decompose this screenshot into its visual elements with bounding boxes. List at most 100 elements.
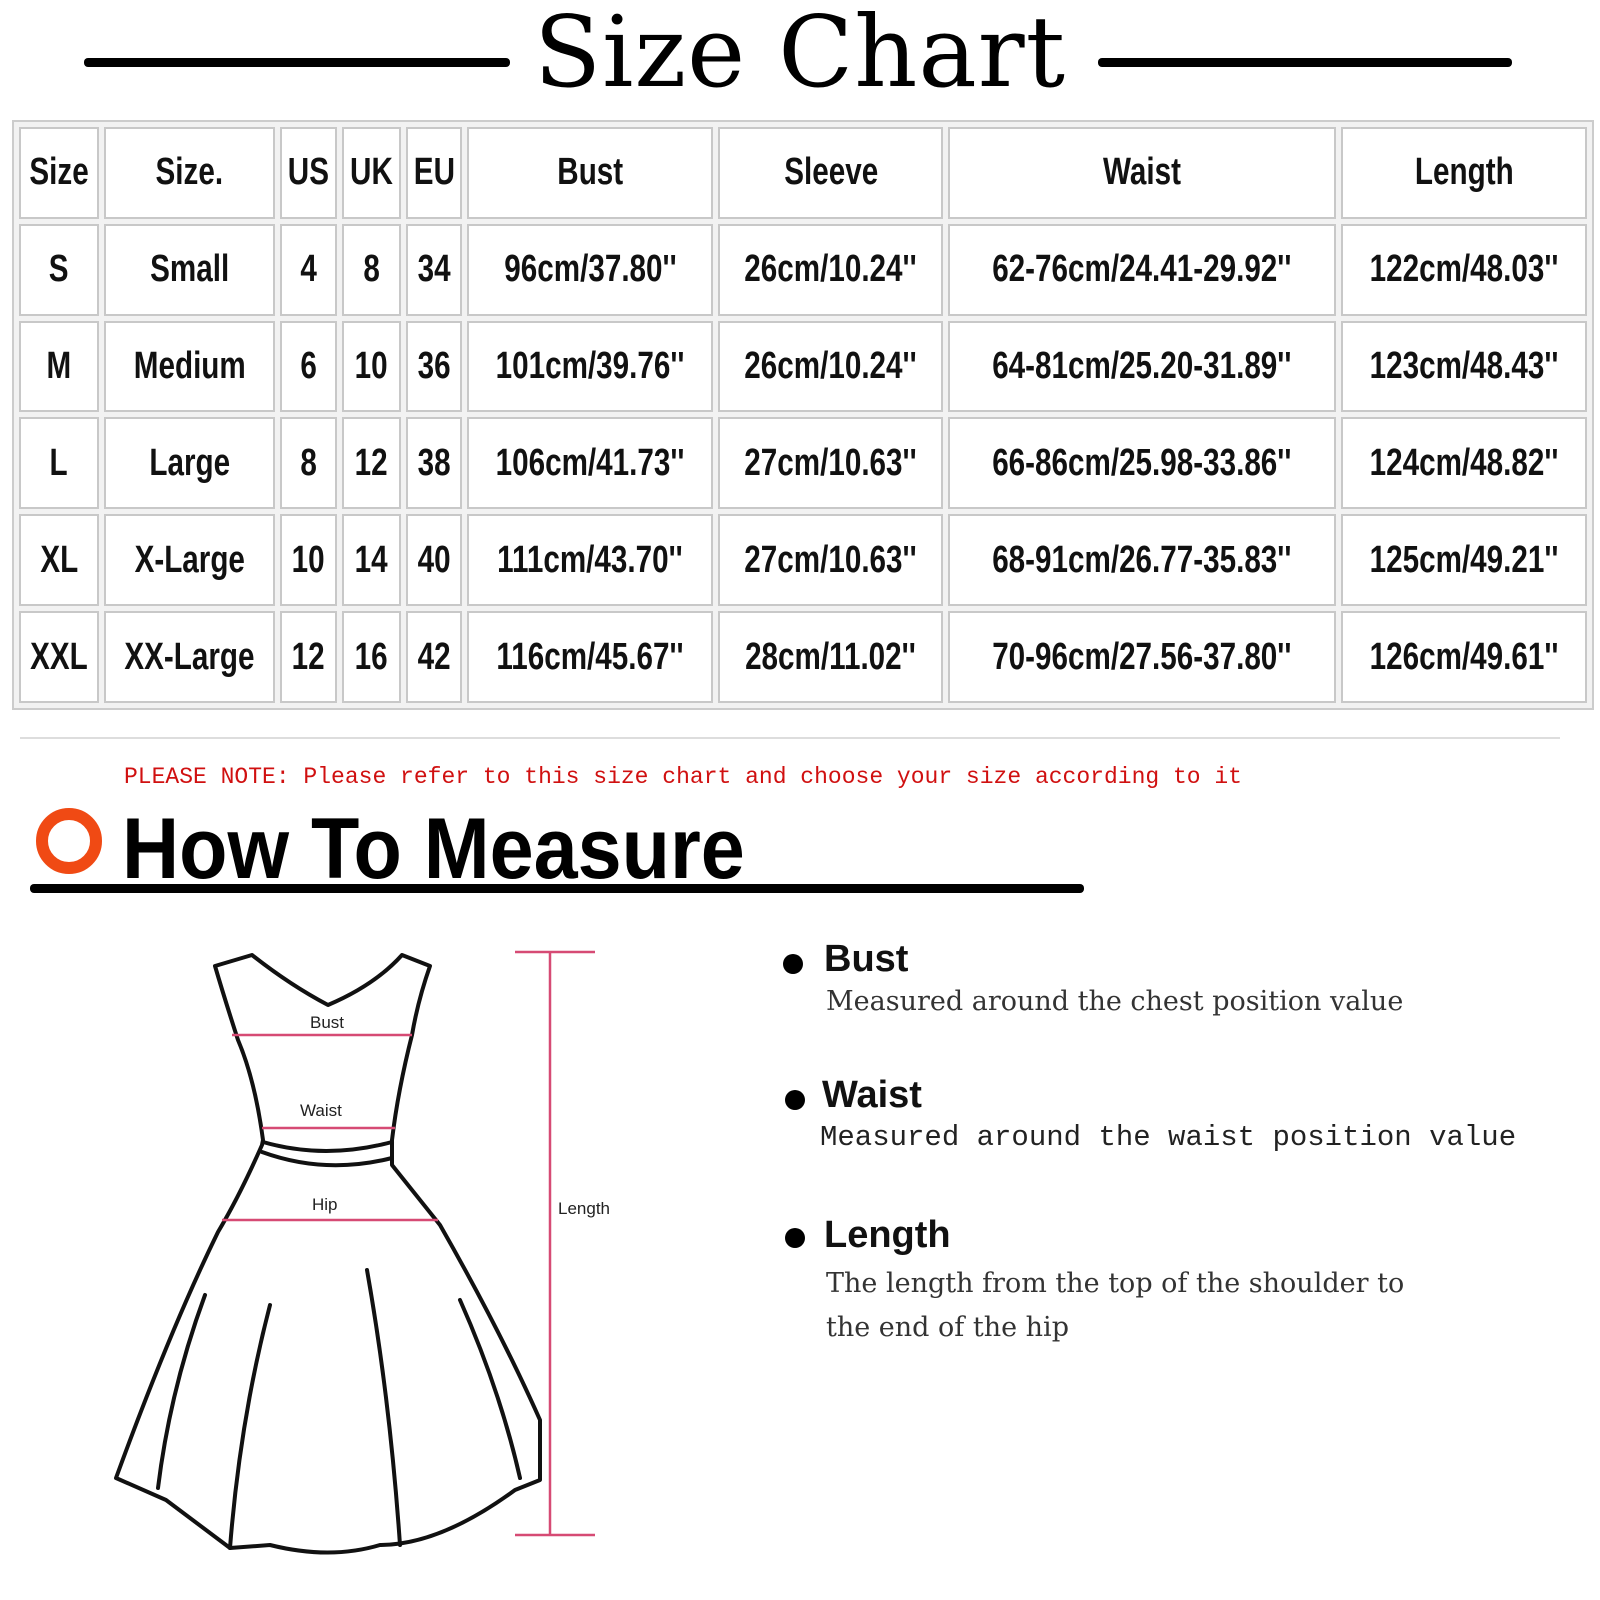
table-cell: 40 <box>405 514 463 607</box>
cell-text: L <box>49 441 69 484</box>
bust-desc: Measured around the chest position value <box>826 986 1404 1017</box>
cell-text: 12 <box>354 441 388 484</box>
header-cell: US <box>279 127 337 219</box>
table-cell: S <box>19 223 100 316</box>
length-title: Length <box>824 1214 951 1256</box>
cell-text: 68-91cm/26.77-35.83'' <box>992 538 1292 581</box>
table-cell: M <box>19 320 100 413</box>
title-rule-right <box>1098 58 1512 67</box>
table-cell: XXL <box>19 611 100 703</box>
table-cell: 68-91cm/26.77-35.83'' <box>948 514 1336 607</box>
cell-text: 10 <box>354 345 388 388</box>
cell-text: 16 <box>354 635 388 678</box>
table-cell: 28cm/11.02'' <box>718 611 944 703</box>
table-cell: 12 <box>279 611 337 703</box>
cell-text: 101cm/39.76'' <box>495 345 685 388</box>
table-cell: 26cm/10.24'' <box>718 223 944 316</box>
heading-underline <box>30 884 1084 893</box>
cell-text: XXL <box>30 635 88 678</box>
table-cell: 70-96cm/27.56-37.80'' <box>948 611 1336 703</box>
table-cell: 27cm/10.63'' <box>718 417 944 510</box>
table-cell: 27cm/10.63'' <box>718 514 944 607</box>
header-cell: Bust <box>467 127 714 219</box>
page-title: Size Chart <box>0 0 1600 110</box>
table-cell: 126cm/49.61'' <box>1340 611 1587 703</box>
length-desc-line-2: the end of the hip <box>826 1312 1069 1343</box>
bullet-icon <box>783 954 803 974</box>
cell-text: 12 <box>291 635 325 678</box>
cell-text: Medium <box>133 345 246 388</box>
cell-text: Length <box>1414 151 1514 194</box>
cell-text: Large <box>149 441 230 484</box>
cell-text: 116cm/45.67'' <box>496 635 684 678</box>
table-cell: Small <box>104 223 275 316</box>
cell-text: 62-76cm/24.41-29.92'' <box>992 248 1292 291</box>
cell-text: 125cm/49.21'' <box>1369 538 1559 581</box>
cell-text: 123cm/48.43'' <box>1369 345 1559 388</box>
cell-text: 34 <box>417 248 451 291</box>
cell-text: 124cm/48.82'' <box>1369 441 1559 484</box>
cell-text: XL <box>40 538 78 581</box>
table-cell: Medium <box>104 320 275 413</box>
diagram-label-bust: Bust <box>310 1013 344 1032</box>
length-desc-line-1: The length from the top of the shoulder … <box>826 1268 1405 1299</box>
cell-text: 26cm/10.24'' <box>744 248 918 291</box>
size-table: Size Size. US UK EU Bust Sleeve Waist Length S Sma… <box>12 120 1594 710</box>
table-row: L Large 8 12 38 106cm/41.73'' 27cm/10.63'' 66-8… <box>19 417 1587 510</box>
table-cell: 4 <box>279 223 337 316</box>
waist-desc: Measured around the waist position value <box>820 1121 1517 1154</box>
table-cell: 26cm/10.24'' <box>718 320 944 413</box>
table-cell: 96cm/37.80'' <box>467 223 714 316</box>
table-cell: 122cm/48.03'' <box>1340 223 1587 316</box>
table-cell: 8 <box>341 223 401 316</box>
table-cell: 111cm/43.70'' <box>467 514 714 607</box>
header-cell: Length <box>1340 127 1587 219</box>
cell-text: Bust <box>557 151 624 194</box>
table-cell: 123cm/48.43'' <box>1340 320 1587 413</box>
cell-text: 4 <box>300 248 317 291</box>
cell-text: Size. <box>155 151 224 194</box>
diagram-label-hip: Hip <box>312 1195 338 1214</box>
section-heading: How To Measure <box>122 801 745 897</box>
cell-text: 122cm/48.03'' <box>1369 248 1559 291</box>
header-cell: UK <box>341 127 401 219</box>
table-cell: 10 <box>341 320 401 413</box>
cell-text: 66-86cm/25.98-33.86'' <box>992 441 1292 484</box>
table-cell: 64-81cm/25.20-31.89'' <box>948 320 1336 413</box>
bust-title: Bust <box>824 938 909 980</box>
cell-text: Waist <box>1103 151 1182 194</box>
cell-text: 106cm/41.73'' <box>495 441 685 484</box>
title-rule-left <box>84 58 510 67</box>
cell-text: Size <box>29 151 89 194</box>
table-cell: 16 <box>341 611 401 703</box>
cell-text: 70-96cm/27.56-37.80'' <box>992 635 1292 678</box>
table-cell: 116cm/45.67'' <box>467 611 714 703</box>
table-row: XL X-Large 10 14 40 111cm/43.70'' 27cm/10.63''… <box>19 514 1587 607</box>
bullet-icon <box>785 1228 805 1248</box>
cell-text: 111cm/43.70'' <box>497 538 684 581</box>
cell-text: 14 <box>354 538 388 581</box>
cell-text: 6 <box>300 345 317 388</box>
table-row: S Small 4 8 34 96cm/37.80'' 26cm/10.24'' 62-76c… <box>19 223 1587 316</box>
table-cell: X-Large <box>104 514 275 607</box>
table-cell: XL <box>19 514 100 607</box>
table-cell: 34 <box>405 223 463 316</box>
table-row: M Medium 6 10 36 101cm/39.76'' 26cm/10.24'' 64-… <box>19 320 1587 413</box>
cell-text: 36 <box>417 345 451 388</box>
diagram-label-waist: Waist <box>300 1101 342 1120</box>
table-cell: 106cm/41.73'' <box>467 417 714 510</box>
table-cell: 62-76cm/24.41-29.92'' <box>948 223 1336 316</box>
cell-text: Small <box>149 248 230 291</box>
cell-text: Sleeve <box>783 151 878 194</box>
diagram-label-length: Length <box>558 1199 610 1218</box>
cell-text: US <box>287 151 329 194</box>
cell-text: S <box>49 248 69 291</box>
header-cell: Sleeve <box>718 127 944 219</box>
bullet-icon <box>785 1090 805 1110</box>
table-cell: 101cm/39.76'' <box>467 320 714 413</box>
divider <box>20 737 1560 739</box>
table-cell: 36 <box>405 320 463 413</box>
table-row: XXL XX-Large 12 16 42 116cm/45.67'' 28cm/11.02… <box>19 611 1587 703</box>
cell-text: 42 <box>417 635 451 678</box>
table-cell: 38 <box>405 417 463 510</box>
